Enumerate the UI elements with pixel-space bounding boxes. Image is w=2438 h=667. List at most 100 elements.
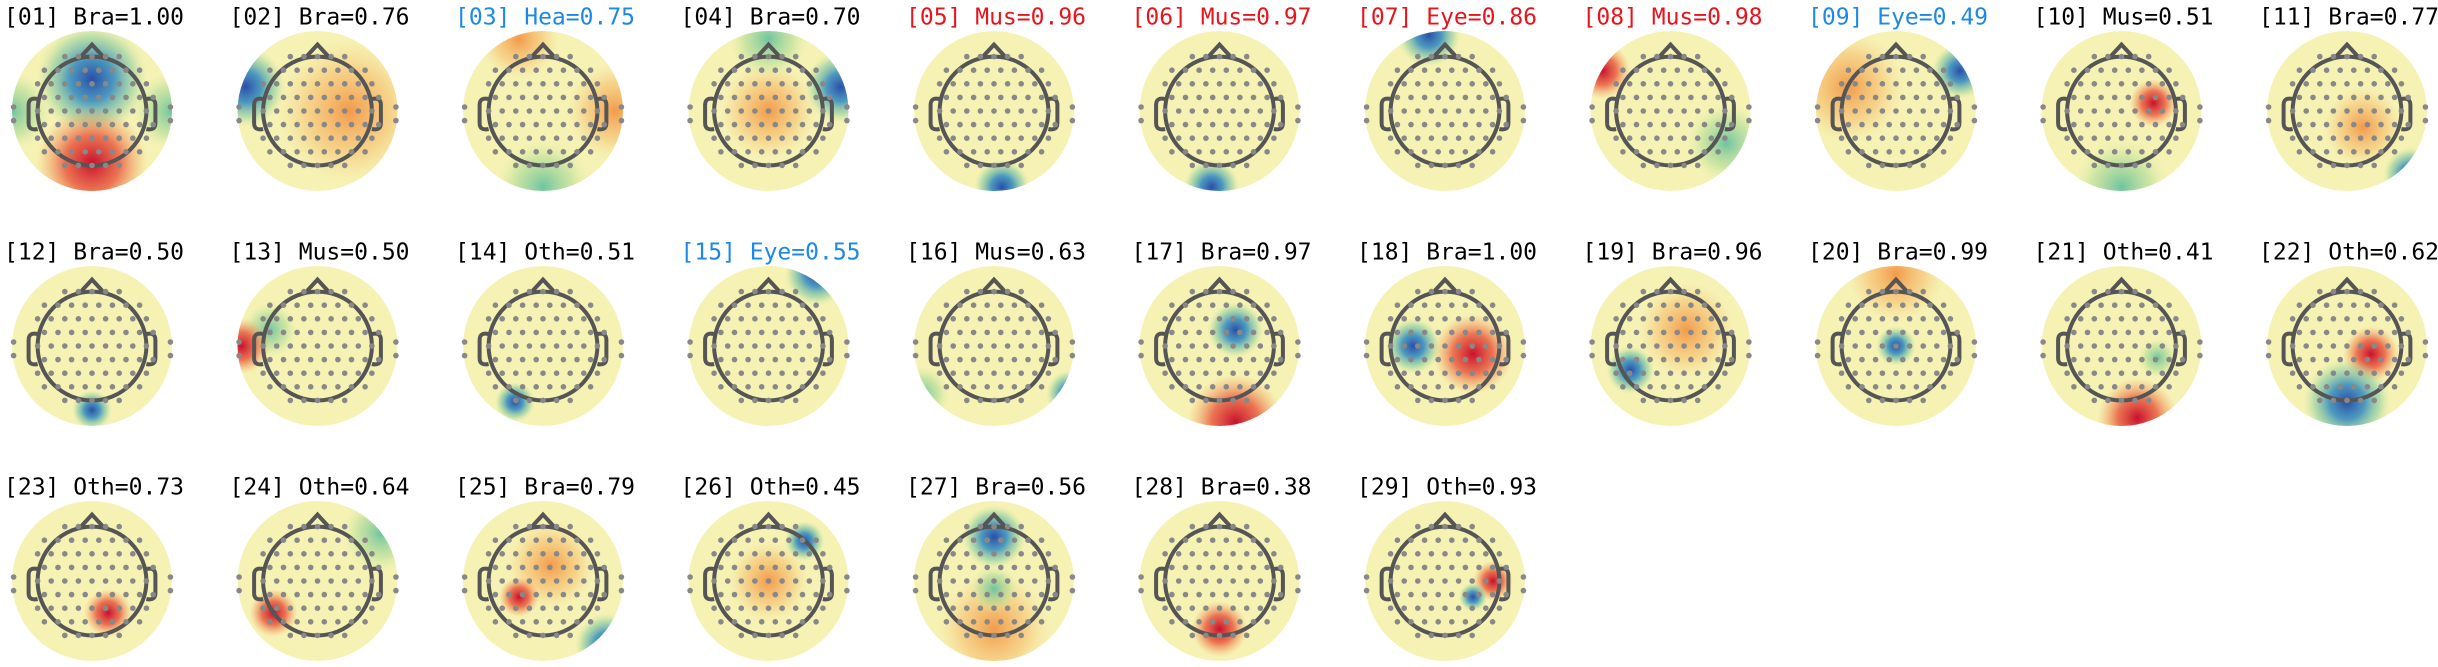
electrode xyxy=(89,605,95,611)
electrode xyxy=(102,288,109,295)
electrode xyxy=(1866,316,1872,322)
electrode xyxy=(752,370,758,377)
electrode xyxy=(1469,288,1475,295)
electrode xyxy=(130,578,136,584)
electrode xyxy=(964,81,970,87)
field-blob xyxy=(1458,582,1488,612)
electrode xyxy=(62,108,68,114)
electrode xyxy=(1196,537,1202,543)
electrode xyxy=(1415,81,1421,87)
electrode xyxy=(89,108,95,114)
electrode xyxy=(2064,370,2070,377)
electrode xyxy=(587,149,594,155)
field-blob xyxy=(1433,314,1513,394)
electrode xyxy=(267,356,273,363)
electrode xyxy=(820,370,826,377)
electrode xyxy=(1838,81,1845,87)
electrode xyxy=(1859,329,1865,336)
electrode xyxy=(2132,81,2138,87)
electrode xyxy=(492,329,499,336)
left-ear xyxy=(477,331,490,367)
electrode xyxy=(950,578,956,584)
electrode xyxy=(1715,329,1721,336)
electrode xyxy=(89,135,95,141)
electrode xyxy=(765,578,772,584)
electrode xyxy=(519,356,526,363)
electrode xyxy=(1011,121,1018,128)
electrode xyxy=(102,370,109,377)
electrode xyxy=(519,591,526,598)
electrode xyxy=(2132,162,2138,169)
electrode xyxy=(1011,356,1018,363)
electrode xyxy=(540,578,546,584)
electrode xyxy=(2091,162,2098,169)
electrode xyxy=(1038,67,1045,73)
electrode xyxy=(618,587,625,594)
electrode xyxy=(779,523,785,530)
electrode xyxy=(813,121,819,128)
electrode xyxy=(267,591,273,598)
electrode xyxy=(806,578,813,584)
electrode xyxy=(1175,370,1182,377)
electrode xyxy=(724,81,731,87)
component-label: [23] Oth=0.73 xyxy=(4,475,184,501)
electrode xyxy=(1264,619,1270,625)
electrode xyxy=(1182,302,1189,309)
electrode xyxy=(792,397,799,404)
electrode xyxy=(1906,288,1913,295)
left-ear xyxy=(703,566,715,602)
electrode xyxy=(1209,537,1216,543)
electrode xyxy=(1728,329,1735,336)
electrode xyxy=(2091,316,2098,322)
electrode xyxy=(1169,149,1175,155)
electrode xyxy=(1203,288,1209,295)
electrode xyxy=(314,288,321,295)
electrode xyxy=(48,81,54,87)
electrode xyxy=(1462,356,1469,363)
electrode xyxy=(526,135,533,141)
electrode xyxy=(1449,591,1455,598)
electrode xyxy=(2310,384,2316,390)
electrode xyxy=(2303,135,2309,141)
electrode xyxy=(1489,329,1496,336)
electrode xyxy=(1469,370,1475,377)
electrode xyxy=(574,619,580,625)
electrode xyxy=(89,162,95,169)
electrode xyxy=(1182,94,1189,101)
electrode xyxy=(2330,316,2337,322)
electrode xyxy=(2152,94,2159,101)
electrode xyxy=(485,135,492,141)
electrode xyxy=(765,343,772,349)
electrode xyxy=(1415,523,1421,530)
electrode xyxy=(1243,397,1250,404)
electrode xyxy=(2398,370,2405,377)
electrode xyxy=(348,384,355,390)
electrode xyxy=(799,619,806,625)
electrode xyxy=(1489,356,1496,363)
electrode xyxy=(1913,356,1920,363)
electrode xyxy=(2091,343,2098,349)
electrode xyxy=(341,316,348,322)
electrode xyxy=(102,605,109,611)
electrode xyxy=(1940,94,1947,101)
electrode xyxy=(786,149,792,155)
electrode xyxy=(2145,397,2152,404)
electrode xyxy=(574,329,580,336)
electrode xyxy=(779,343,785,349)
electrode xyxy=(513,108,519,114)
electrode xyxy=(950,343,956,349)
electrode xyxy=(1483,316,1489,322)
electrode xyxy=(1216,288,1223,295)
electrode xyxy=(560,67,567,73)
electrode xyxy=(301,288,307,295)
electrode xyxy=(62,135,68,141)
electrode xyxy=(55,591,61,598)
electrode xyxy=(62,343,68,349)
electrode xyxy=(513,578,519,584)
electrode xyxy=(1476,67,1482,73)
electrode xyxy=(581,81,587,87)
electrode xyxy=(1032,135,1038,141)
electrode xyxy=(799,94,806,101)
electrode xyxy=(964,551,970,557)
electrode xyxy=(977,370,984,377)
